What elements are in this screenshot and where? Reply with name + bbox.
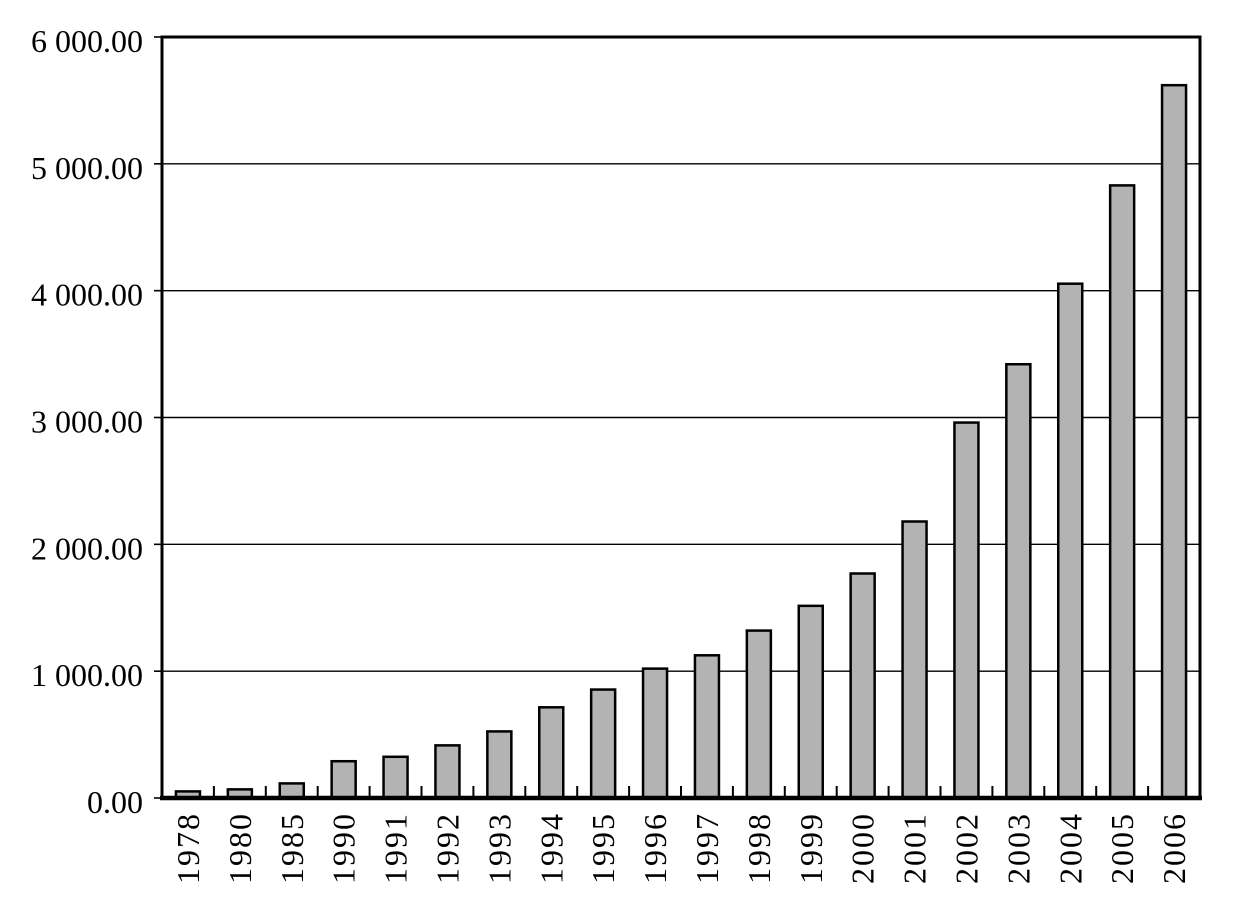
x-axis-tick-label-1991: 1991 bbox=[378, 812, 414, 884]
x-axis-tick-label-2004: 2004 bbox=[1052, 812, 1088, 884]
bar-1996 bbox=[641, 667, 669, 800]
x-axis-tick-label-2005: 2005 bbox=[1104, 812, 1140, 884]
x-axis-tick-label-1999: 1999 bbox=[793, 812, 829, 884]
bar-1995 bbox=[589, 688, 617, 800]
bar-2006 bbox=[1160, 83, 1188, 800]
x-axis-tick-label-2001: 2001 bbox=[897, 812, 933, 884]
bar-2003 bbox=[1005, 362, 1032, 800]
y-axis-tick-label: 5 000.00 bbox=[31, 150, 143, 186]
bar-2004 bbox=[1057, 282, 1084, 800]
x-axis-tick-label-2002: 2002 bbox=[948, 812, 984, 884]
bar-2002 bbox=[953, 421, 980, 800]
bar-1997 bbox=[693, 654, 721, 800]
bar-1999 bbox=[797, 604, 824, 800]
x-axis-tick-label-1993: 1993 bbox=[481, 812, 517, 884]
x-axis-tick-label-1998: 1998 bbox=[741, 812, 777, 884]
x-axis-tick-label-2003: 2003 bbox=[1000, 812, 1036, 884]
bar-1992 bbox=[434, 744, 461, 800]
bar-1993 bbox=[486, 730, 513, 800]
y-axis-tick-label: 6 000.00 bbox=[31, 23, 143, 59]
bar-2001 bbox=[901, 520, 928, 800]
x-axis-tick-label-1978: 1978 bbox=[170, 812, 206, 884]
bar-1998 bbox=[745, 629, 773, 800]
x-axis-tick-label-1997: 1997 bbox=[689, 812, 725, 884]
y-axis-tick-label: 4 000.00 bbox=[31, 277, 143, 313]
x-axis-tick-label-1994: 1994 bbox=[533, 812, 569, 884]
bar-2005 bbox=[1108, 184, 1136, 800]
x-axis-tick-label-2000: 2000 bbox=[845, 812, 881, 884]
x-axis-tick-label-1992: 1992 bbox=[429, 812, 465, 884]
x-axis-tick-label-2006: 2006 bbox=[1156, 812, 1192, 884]
bar-1990 bbox=[330, 759, 357, 800]
x-axis-tick-label-1996: 1996 bbox=[637, 812, 673, 884]
bar-1994 bbox=[538, 706, 565, 800]
bar-1991 bbox=[382, 755, 409, 800]
y-axis-tick-label: 2 000.00 bbox=[31, 530, 143, 566]
x-axis-tick-label-1990: 1990 bbox=[326, 812, 362, 884]
x-axis-tick-label-1985: 1985 bbox=[274, 812, 310, 884]
bar-2000 bbox=[849, 572, 876, 800]
y-axis-tick-label: 1 000.00 bbox=[31, 657, 143, 693]
y-axis-tick-label: 0.00 bbox=[87, 784, 143, 820]
y-axis-tick-label: 3 000.00 bbox=[31, 404, 143, 440]
x-axis-tick-label-1995: 1995 bbox=[585, 812, 621, 884]
x-axis-tick-label-1980: 1980 bbox=[222, 812, 258, 884]
